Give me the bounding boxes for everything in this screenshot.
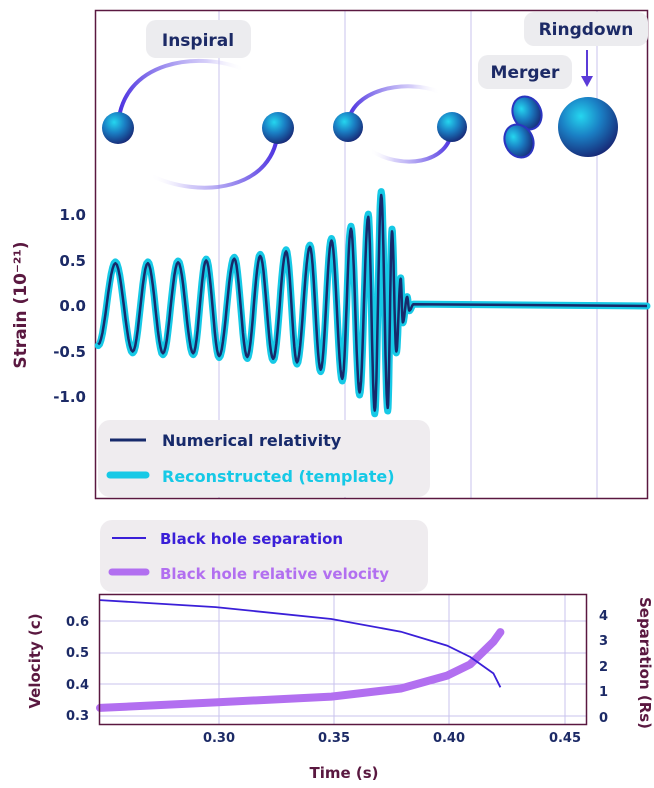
tick-label: 0.35 (318, 731, 350, 746)
orbit-plot-frame (98, 593, 588, 726)
tick-label: 0.4 (66, 678, 89, 693)
merging-black-hole-icon (503, 123, 535, 159)
tick-label: 0.45 (549, 731, 581, 746)
phase-label-box (524, 12, 648, 46)
velocity-y-ticks: 0.6 0.5 0.4 0.3 (66, 615, 89, 724)
phase-label-box (146, 20, 251, 58)
legend-label-nr: Numerical relativity (162, 431, 342, 450)
phase-label-text: Inspiral (162, 31, 234, 51)
x-ticks: 0.30 0.35 0.40 0.45 (203, 731, 581, 746)
black-hole-icon (102, 112, 134, 144)
legend-box (100, 520, 428, 592)
black-hole-icon (333, 112, 363, 142)
series-line-numerical-relativity (97, 193, 648, 412)
separation-y-ticks: 4 3 2 1 0 (599, 609, 608, 726)
tick-label: 0.40 (433, 731, 465, 746)
tick-label: 0.0 (59, 297, 86, 315)
legend-label-separation: Black hole separation (160, 530, 343, 548)
orbit-arc-upper (116, 58, 247, 130)
phase-label-ringdown: Ringdown (524, 12, 648, 46)
series-line-velocity (96, 628, 505, 712)
strain-grid (218, 11, 598, 498)
phase-label-text: Merger (491, 63, 561, 83)
series-line-separation (99, 599, 502, 688)
tick-label: -1.0 (53, 388, 86, 406)
merger-illustration (503, 95, 543, 159)
phase-label-inspiral: Inspiral (146, 20, 251, 58)
strain-legend: Numerical relativity Reconstructed (temp… (98, 420, 430, 497)
tick-label: 0.3 (66, 709, 89, 724)
black-hole-icon (262, 112, 294, 144)
tick-label: -0.5 (53, 343, 86, 361)
orbit-arc-lower (148, 126, 280, 190)
merging-black-hole-icon (511, 95, 543, 131)
right-y-axis-label: Separation (Rs) (636, 597, 654, 729)
tick-label: 0 (599, 711, 608, 726)
legend-box (98, 420, 430, 497)
tick-label: 4 (599, 609, 608, 624)
tick-label: 0.30 (203, 731, 235, 746)
strain-y-ticks: 1.0 0.5 0.0 -0.5 -1.0 (53, 206, 86, 406)
final-black-hole-icon (558, 97, 618, 157)
arrow-head-icon (581, 76, 593, 87)
ringdown-illustration (558, 50, 618, 157)
strain-plot-frame (94, 9, 649, 500)
legend-label-template: Reconstructed (template) (162, 467, 395, 486)
orbit-legend: Black hole separation Black hole relativ… (100, 520, 428, 592)
phase-label-text: Ringdown (539, 20, 634, 40)
tick-label: 1.0 (59, 206, 86, 224)
left-y-axis-label: Velocity (c) (26, 613, 44, 708)
phase-label-merger: Merger (478, 55, 572, 89)
orbit-arc-upper (346, 84, 442, 127)
legend-label-velocity: Black hole relative velocity (160, 565, 389, 583)
inspiral-illustration (102, 58, 467, 190)
tick-label: 2 (599, 660, 608, 675)
black-hole-icon (437, 112, 467, 142)
y-axis-label: Strain (10⁻²¹) (11, 241, 31, 368)
tick-label: 1 (599, 685, 608, 700)
tick-label: 0.5 (66, 646, 89, 661)
tick-label: 0.5 (59, 252, 86, 270)
tick-label: 3 (599, 634, 608, 649)
x-axis-label: Time (s) (309, 764, 378, 782)
phase-label-box (478, 55, 572, 89)
tick-label: 0.6 (66, 615, 89, 630)
